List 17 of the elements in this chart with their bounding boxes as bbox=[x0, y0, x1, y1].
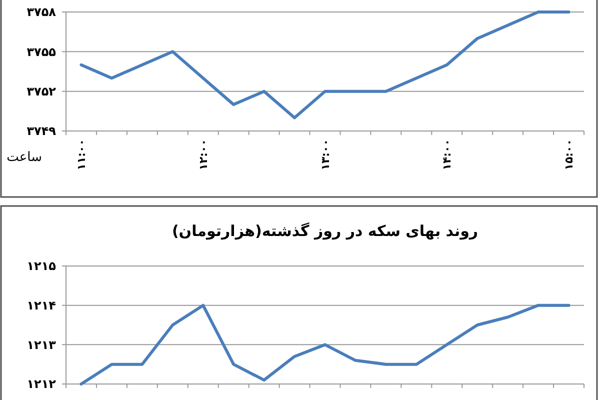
y-tick-label: ۳۷۵۵ bbox=[26, 44, 56, 59]
y-tick-label: ۱۲۱۴ bbox=[26, 298, 56, 313]
y-tick-label: ۳۷۴۹ bbox=[26, 124, 57, 138]
y-tick-label: ۱۲۱۲ bbox=[26, 377, 57, 392]
x-axis-title: ساعت bbox=[6, 150, 42, 165]
x-tick-label: ۱۵:۰۰ bbox=[562, 139, 576, 170]
x-tick-label: ۱۳:۰۰ bbox=[318, 139, 332, 170]
x-tick-label: ۱۲:۰۰ bbox=[196, 139, 210, 170]
y-tick-label: ۳۷۵۲ bbox=[26, 84, 57, 99]
chart-title: روند بهای سکه در روز گذشته(هزارتومان) bbox=[172, 222, 478, 240]
x-tick-label: ۱۱:۰۰ bbox=[75, 139, 88, 170]
line-series bbox=[80, 10, 570, 120]
y-tick-label: ۳۷۵۸ bbox=[26, 5, 57, 20]
y-tick-label: ۱۲۱۵ bbox=[26, 259, 56, 274]
x-tick-label: ۱۴:۰۰ bbox=[440, 139, 454, 170]
line-series bbox=[80, 304, 570, 386]
y-tick-label: ۱۲۱۳ bbox=[26, 338, 57, 352]
